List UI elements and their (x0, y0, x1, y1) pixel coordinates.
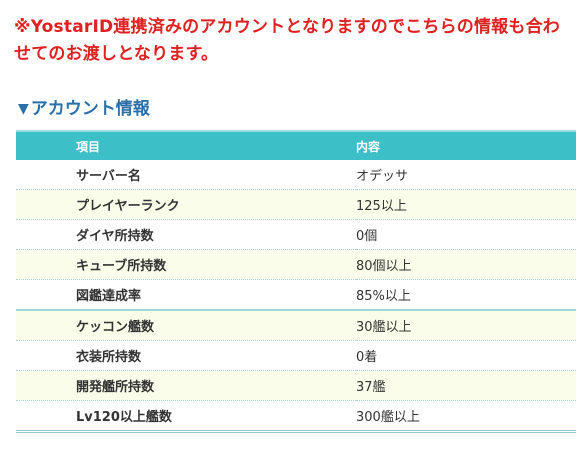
table-row: サーバー名 オデッサ (16, 160, 576, 190)
row-item: Lv120以上艦数 (16, 400, 356, 433)
row-content: 125以上 (356, 189, 576, 220)
row-item: ケッコン艦数 (16, 309, 356, 341)
row-content: 30艦以上 (356, 309, 576, 341)
row-content: 300艦以上 (356, 400, 576, 433)
row-item: ダイヤ所持数 (16, 219, 356, 250)
row-content: 0個 (356, 219, 576, 250)
table-row: Lv120以上艦数 300艦以上 (16, 400, 576, 433)
account-info-table: 項目 内容 サーバー名 オデッサ プレイヤーランク 125以上 ダイヤ所持数 0… (16, 130, 576, 433)
row-content: 0着 (356, 340, 576, 371)
row-item: 衣装所持数 (16, 340, 356, 371)
table-row: キューブ所持数 80個以上 (16, 249, 576, 280)
row-content: オデッサ (356, 160, 576, 190)
row-item: 図鑑達成率 (16, 279, 356, 311)
row-item: サーバー名 (16, 160, 356, 190)
section-heading: ▼ アカウント情報 (18, 98, 150, 120)
triangle-down-icon: ▼ (18, 101, 29, 117)
row-content: 80個以上 (356, 249, 576, 280)
table-row: 図鑑達成率 85%以上 (16, 279, 576, 311)
table-row: プレイヤーランク 125以上 (16, 189, 576, 220)
row-item: 開発艦所持数 (16, 370, 356, 401)
row-content: 85%以上 (356, 279, 576, 311)
table-header-row: 項目 内容 (16, 131, 576, 160)
row-content: 37艦 (356, 370, 576, 401)
row-item: キューブ所持数 (16, 249, 356, 280)
header-content: 内容 (356, 139, 381, 154)
row-item: プレイヤーランク (16, 189, 356, 220)
table-row: ケッコン艦数 30艦以上 (16, 309, 576, 341)
table-row: ダイヤ所持数 0個 (16, 219, 576, 250)
table-row: 衣装所持数 0着 (16, 340, 576, 371)
notice-text: ※YostarID連携済みのアカウントとなりますのでこちらの情報も合わせてのお渡… (14, 17, 560, 64)
header-item: 項目 (76, 139, 101, 154)
table-row: 開発艦所持数 37艦 (16, 370, 576, 401)
section-title: アカウント情報 (30, 99, 150, 119)
